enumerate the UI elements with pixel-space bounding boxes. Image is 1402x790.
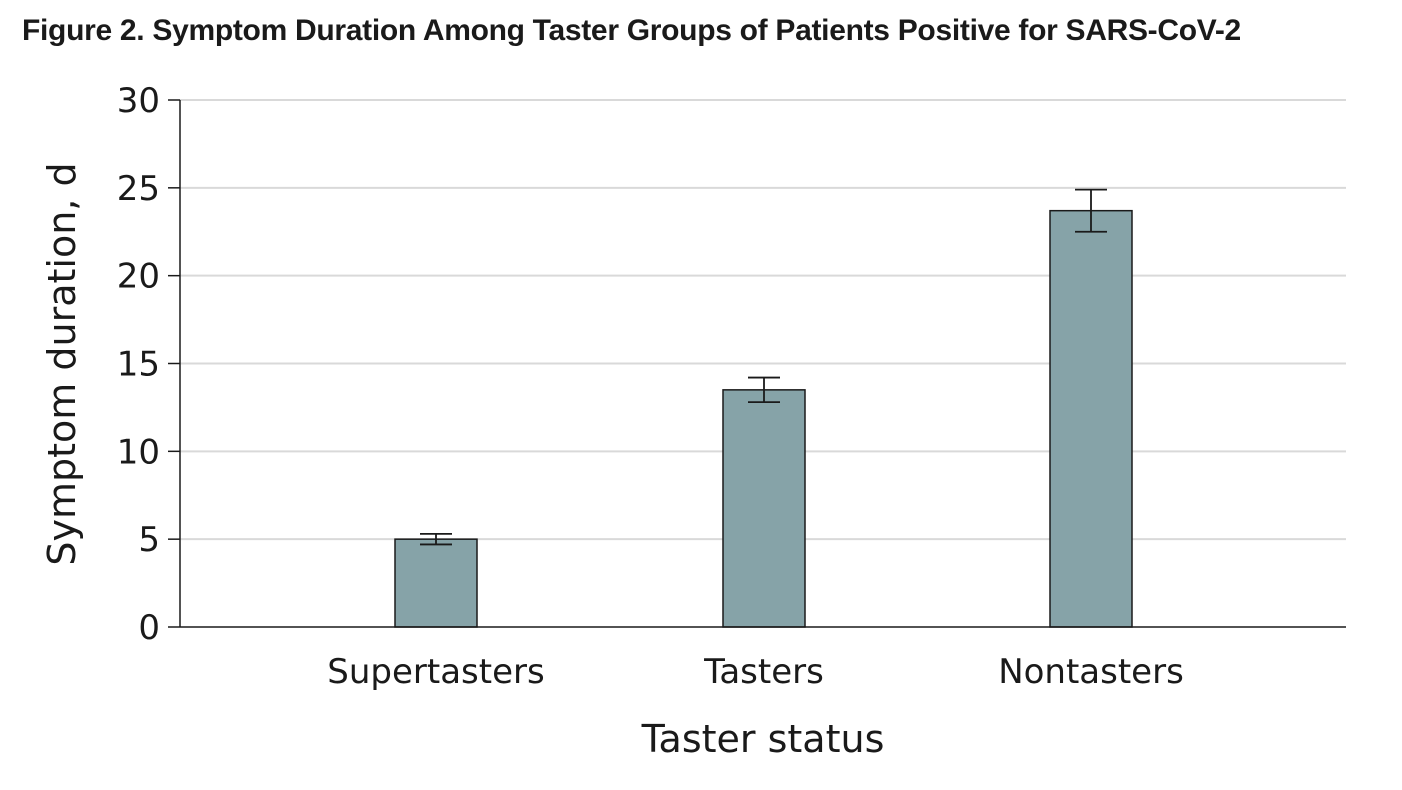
y-tick-label: 5 xyxy=(138,520,160,560)
x-tick-label-nontasters: Nontasters xyxy=(998,652,1184,692)
y-tick-label: 15 xyxy=(117,345,160,385)
y-tick-label: 10 xyxy=(117,432,160,472)
y-tick-label: 30 xyxy=(117,81,160,121)
y-tick-label: 0 xyxy=(138,608,160,648)
y-tick-label: 25 xyxy=(117,169,160,209)
y-axis-title: Symptom duration, d xyxy=(40,162,84,565)
figure-title: Figure 2. Symptom Duration Among Taster … xyxy=(22,14,1241,47)
error-bar-nontasters xyxy=(1075,188,1107,233)
labels: 0 5 10 15 20 25 30 Supertasters Tasters Nontaster… xyxy=(40,81,1184,761)
bars xyxy=(394,188,1133,628)
x-axis-title: Taster status xyxy=(641,717,885,761)
bar-supertasters xyxy=(394,538,478,628)
bar-nontasters xyxy=(1049,209,1133,628)
error-bar-tasters xyxy=(748,376,780,404)
error-bar-supertasters xyxy=(420,532,452,546)
y-tick-label: 20 xyxy=(117,257,160,297)
axes xyxy=(168,99,1346,628)
bar-tasters xyxy=(722,389,806,628)
x-tick-label-supertasters: Supertasters xyxy=(327,652,544,692)
x-tick-label-tasters: Tasters xyxy=(703,652,824,692)
